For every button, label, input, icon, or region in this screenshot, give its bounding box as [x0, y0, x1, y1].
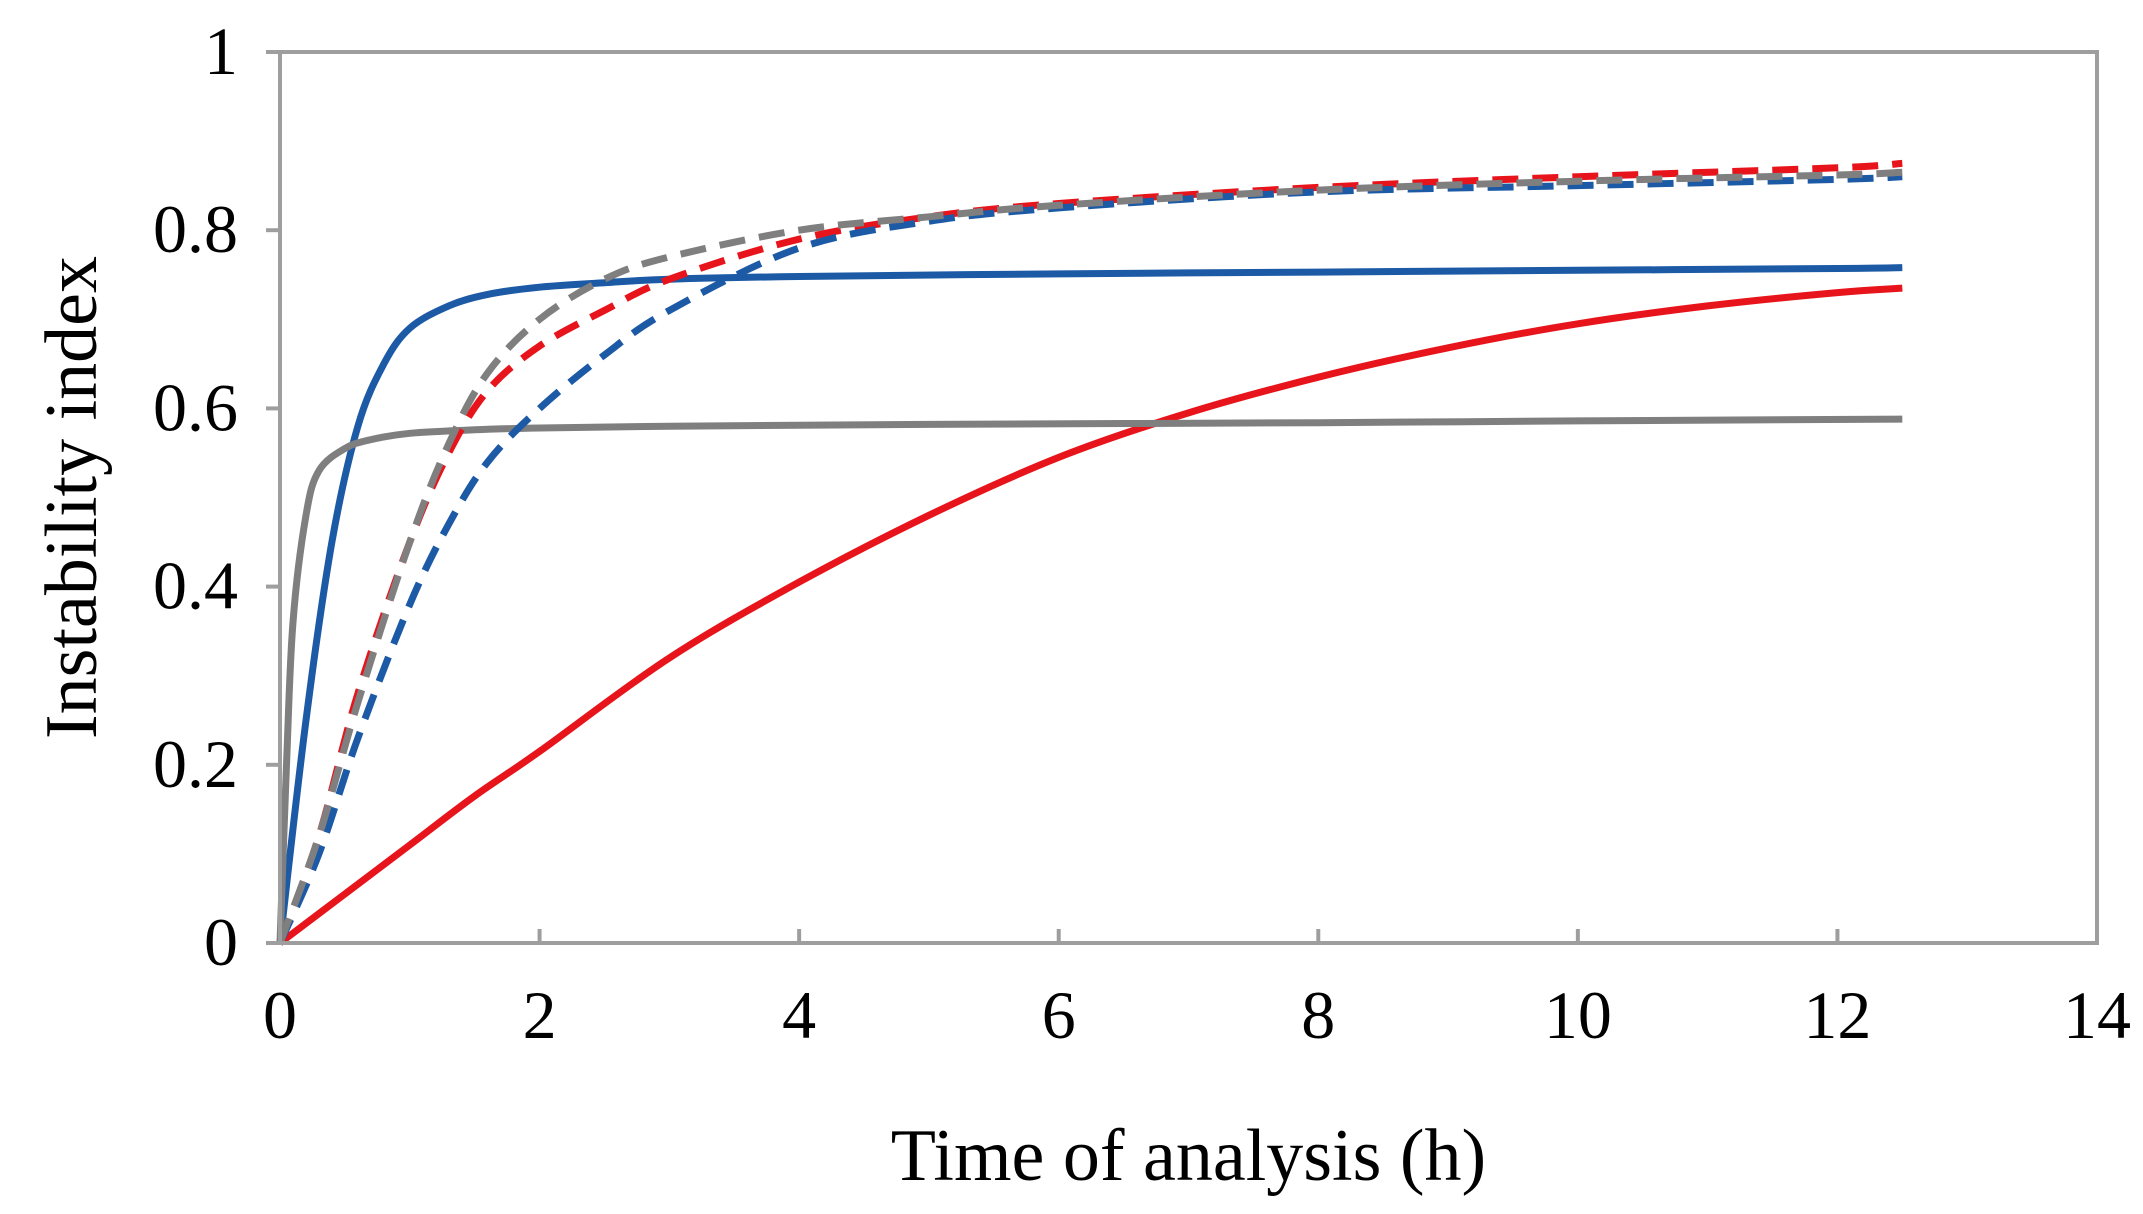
y-tick-label: 0.2: [153, 726, 238, 802]
x-tick-label: 0: [263, 977, 297, 1053]
series-gray-solid: [276, 415, 1903, 944]
series-gray-dashed: [276, 168, 1903, 945]
y-axis-title: Instability index: [31, 256, 113, 739]
x-tick-label: 4: [782, 977, 816, 1053]
x-tick-label: 12: [1803, 977, 1871, 1053]
plot-area-frame: [278, 50, 2099, 945]
y-tick-label: 0.8: [153, 191, 238, 267]
y-tick-label: 1: [204, 13, 238, 89]
x-tick-label: 6: [1042, 977, 1076, 1053]
y-tick-label: 0: [204, 904, 238, 980]
y-tick-label: 0.4: [153, 548, 238, 624]
x-tick-label: 10: [1544, 977, 1612, 1053]
x-tick-label: 8: [1301, 977, 1335, 1053]
series-red-solid: [277, 284, 1903, 946]
x-tick-label: 14: [2063, 977, 2131, 1053]
x-tick-label: 2: [523, 977, 557, 1053]
series-blue-solid: [276, 264, 1903, 944]
y-axis-ticks: 0 0.2 0.4 0.6 0.8 1: [153, 13, 280, 980]
x-axis-ticks: 0 2 4 6 8 10 12 14: [263, 929, 2131, 1053]
y-tick-label: 0.6: [153, 369, 238, 445]
series-layer: [276, 159, 1903, 946]
x-axis-title: Time of analysis (h): [891, 1115, 1486, 1197]
